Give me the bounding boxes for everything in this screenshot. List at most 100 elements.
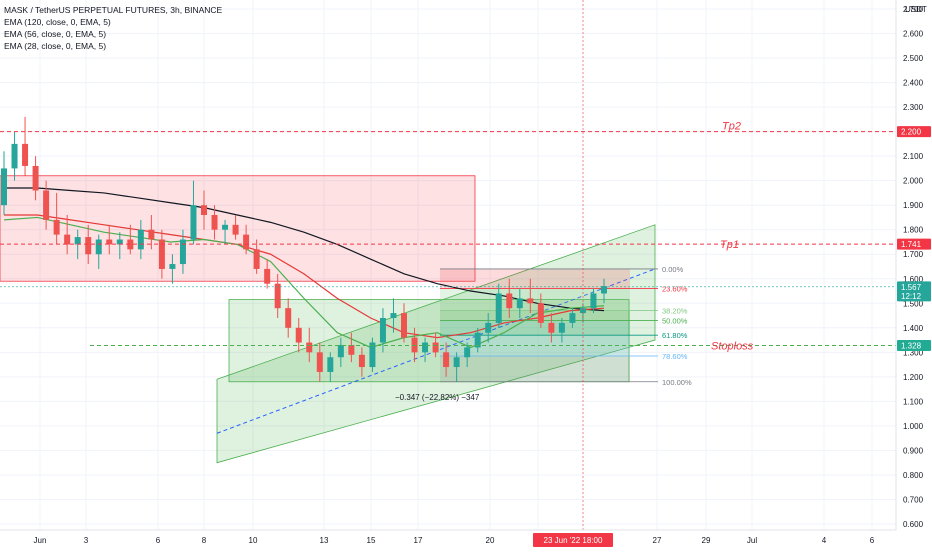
candle-body bbox=[453, 357, 460, 368]
price-label-text-stoploss: 1.328 bbox=[901, 341, 922, 350]
candle-body bbox=[495, 293, 502, 323]
price-label-tp1 bbox=[897, 238, 931, 250]
tp2-annotation: Tp2 bbox=[722, 121, 741, 133]
x-tick-label: Jul bbox=[747, 536, 757, 545]
candle-body bbox=[64, 234, 71, 245]
candle-body bbox=[348, 344, 355, 355]
candle-body bbox=[190, 205, 197, 240]
candle-body bbox=[537, 303, 544, 323]
price-label-text-tp1: 1.741 bbox=[901, 240, 922, 249]
price-label-stoploss bbox=[897, 339, 931, 351]
y-tick-label: 1.600 bbox=[903, 275, 924, 284]
ema-28-line bbox=[3, 216, 605, 349]
candle-body bbox=[464, 347, 471, 358]
candle-body bbox=[253, 249, 260, 269]
candle-body bbox=[379, 318, 386, 343]
x-tick-label: 6 bbox=[156, 536, 161, 545]
candle-body bbox=[569, 313, 576, 323]
candle-body bbox=[306, 342, 313, 353]
y-tick-label: 2.400 bbox=[903, 79, 924, 88]
y-tick-label: 2.000 bbox=[903, 177, 924, 186]
candle-body bbox=[22, 143, 29, 166]
candle-body bbox=[201, 205, 207, 215]
indicator-ema-56[interactable]: EMA (56, close, 0, EMA, 5) bbox=[4, 29, 107, 39]
candle-body bbox=[243, 234, 250, 250]
x-tick-label: 13 bbox=[320, 536, 329, 545]
candle-body bbox=[369, 342, 376, 368]
candle-body bbox=[601, 286, 607, 294]
candle-body bbox=[295, 327, 302, 343]
y-tick-label: 1.400 bbox=[903, 324, 924, 333]
y-tick-label: 0.800 bbox=[903, 471, 924, 480]
candle-body bbox=[116, 239, 123, 245]
symbol-title: MASK / TetherUS PERPETUAL FUTURES, 3h, B… bbox=[4, 5, 223, 15]
fib-label: 38.20% bbox=[662, 307, 688, 316]
candle-body bbox=[506, 293, 513, 309]
fib-label: 78.60% bbox=[662, 352, 688, 361]
candle-body bbox=[32, 165, 39, 191]
candle-body bbox=[527, 298, 534, 304]
y-tick-label: 0.900 bbox=[903, 446, 924, 455]
price-label-text-tp2: 2.200 bbox=[901, 128, 922, 137]
x-tick-label: 8 bbox=[202, 536, 207, 545]
y-tick-label: 1.700 bbox=[903, 250, 924, 259]
x-tick-label: Jun bbox=[34, 536, 47, 545]
indicator-ema-28[interactable]: EMA (28, close, 0, EMA, 5) bbox=[4, 41, 107, 51]
price-label-sub-current: 12:12 bbox=[901, 292, 922, 301]
measure-label: −0.347 (−22.82%) −347 bbox=[395, 393, 480, 402]
x-tick-label: 20 bbox=[486, 536, 495, 545]
legend: MASK / TetherUS PERPETUAL FUTURES, 3h, B… bbox=[4, 4, 222, 52]
x-tick-label: 15 bbox=[367, 536, 376, 545]
indicator-ema-120[interactable]: EMA (120, close, 0, EMA, 5) bbox=[4, 17, 111, 27]
candle-body bbox=[43, 190, 50, 220]
candle-body bbox=[432, 342, 439, 353]
candle-body bbox=[74, 237, 81, 245]
candle-body bbox=[211, 215, 218, 230]
candle-body bbox=[264, 268, 271, 284]
candle-body bbox=[548, 322, 555, 333]
fib-label: 23.60% bbox=[662, 285, 688, 294]
candle-body bbox=[106, 239, 113, 245]
candle-body bbox=[401, 313, 407, 338]
candle-body bbox=[579, 308, 586, 314]
candle-body bbox=[1, 168, 7, 206]
price-label-text-current: 1.567 bbox=[901, 283, 922, 292]
y-tick-label: 1.000 bbox=[903, 422, 924, 431]
candle-body bbox=[232, 224, 239, 235]
candle-body bbox=[422, 342, 429, 353]
candle-body bbox=[485, 322, 492, 333]
candle-body bbox=[558, 322, 565, 333]
candle-body bbox=[148, 229, 155, 240]
x-tick-label: 27 bbox=[653, 536, 662, 545]
candle-body bbox=[516, 298, 523, 309]
fib-band bbox=[440, 356, 630, 382]
price-label-current bbox=[897, 281, 931, 302]
y-tick-label: 1.900 bbox=[903, 201, 924, 210]
candle-body bbox=[222, 224, 229, 230]
crosshair-date-box bbox=[533, 533, 613, 547]
stoploss-annotation: Stoploss bbox=[711, 340, 754, 352]
candle-body bbox=[95, 239, 102, 255]
currency-label: USDT bbox=[905, 5, 927, 14]
y-tick-label: 1.300 bbox=[903, 348, 924, 357]
candle-body bbox=[337, 344, 344, 358]
x-tick-label: 3 bbox=[84, 536, 89, 545]
fib-label: 100.00% bbox=[662, 378, 692, 387]
candle-body bbox=[316, 352, 323, 372]
y-tick-label: 1.200 bbox=[903, 373, 924, 382]
y-tick-label: 0.700 bbox=[903, 495, 924, 504]
price-label-tp2 bbox=[897, 126, 931, 138]
ema-56-line bbox=[4, 214, 605, 339]
candle-body bbox=[390, 313, 397, 318]
candle-body bbox=[85, 237, 92, 255]
y-tick-label: 1.800 bbox=[903, 226, 924, 235]
candle-body bbox=[274, 283, 281, 309]
candle-body bbox=[127, 239, 134, 250]
y-tick-label: 2.600 bbox=[903, 30, 924, 39]
candle-body bbox=[285, 308, 292, 328]
candle-body bbox=[443, 352, 450, 368]
candle-body bbox=[53, 219, 60, 235]
y-tick-label: 1.500 bbox=[903, 299, 924, 308]
